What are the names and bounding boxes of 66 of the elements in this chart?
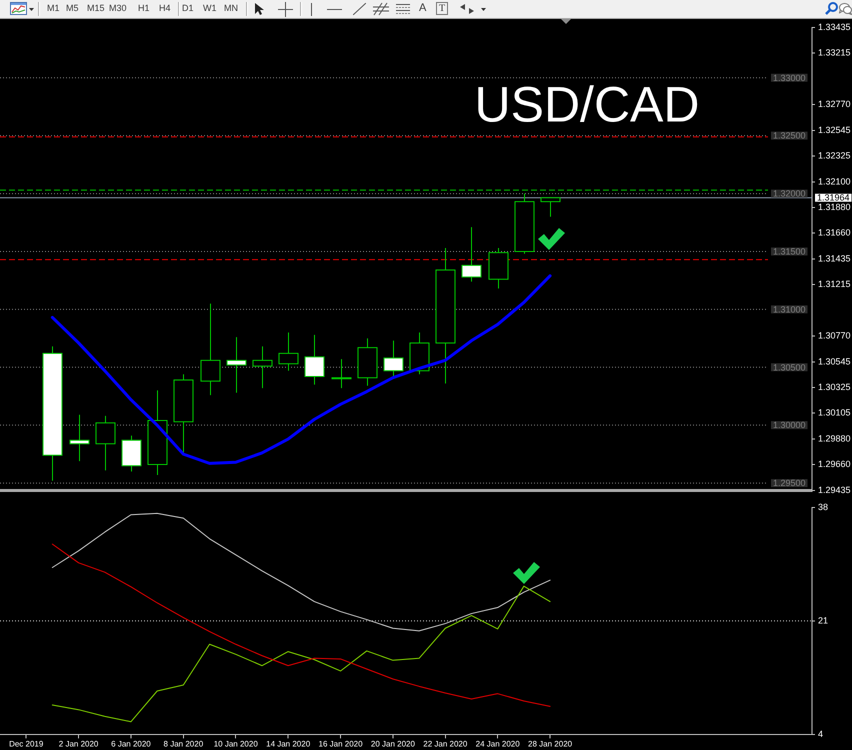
text-tool-label: T [436, 2, 448, 15]
timeframe-label: H4 [159, 3, 171, 14]
line-series [52, 586, 551, 722]
y-tick-label: 1.31435 [818, 253, 851, 264]
x-tick-label: 20 Jan 2020 [370, 739, 416, 748]
candlestick [304, 334, 324, 386]
candlestick [96, 415, 116, 471]
y-tick-label: 1.32545 [818, 124, 851, 135]
y-tick-label: 1.30325 [818, 382, 851, 392]
ref-line-label: 1.31000 [773, 304, 806, 314]
timeframe-label: MN [224, 3, 238, 14]
candlestick [278, 332, 298, 372]
candlestick [540, 196, 560, 218]
text-tool-label: A [419, 2, 426, 15]
y-tick-label: 38 [818, 502, 828, 512]
timeframe-label: M30 [109, 3, 127, 14]
x-tick-label: 28 Jan 2020 [528, 739, 573, 748]
y-tick-label: 1.30770 [818, 330, 851, 340]
timeframe-label: M1 [47, 3, 60, 14]
candlestick [252, 346, 272, 389]
y-tick-label: 1.29435 [818, 485, 851, 496]
ref-line-label: 1.32500 [773, 130, 806, 141]
y-tick-label: 1.32100 [818, 176, 851, 186]
y-tick-label: 1.30105 [818, 408, 851, 418]
line-series [50, 274, 552, 465]
x-tick-label: 10 Jan 2020 [214, 739, 258, 748]
y-tick-label: 1.32770 [818, 98, 851, 109]
x-tick-label: 2 Jan 2020 [58, 739, 99, 748]
ref-line-label: 1.32000 [773, 188, 806, 199]
timeframe-label: D1 [182, 3, 194, 14]
timeframe-label: M5 [66, 3, 79, 14]
x-tick-label: 22 Jan 2020 [423, 739, 468, 748]
ref-line-label: 1.30500 [773, 362, 806, 372]
x-tick-label: 8 Jan 2020 [164, 739, 204, 748]
y-tick-label: 1.33215 [818, 47, 851, 58]
line-series [52, 544, 551, 707]
candlestick [200, 303, 220, 396]
ref-line-label: 1.31500 [773, 246, 806, 256]
x-tick-label: Dec 2019 [9, 739, 44, 748]
x-tick-label: 14 Jan 2020 [266, 739, 311, 748]
timeframe-label: W1 [203, 3, 216, 14]
y-tick-label: 1.33435 [818, 22, 851, 32]
y-tick-label: 1.30545 [818, 356, 851, 367]
candlestick [462, 226, 482, 282]
x-tick-label: 6 Jan 2020 [111, 739, 152, 748]
ref-line-label: 1.31964 [817, 192, 850, 203]
ref-line-label: 1.29500 [773, 478, 806, 488]
y-tick-label: 1.29880 [818, 434, 851, 444]
y-tick-label: 21 [818, 615, 828, 626]
text: USD/CAD [474, 76, 700, 132]
y-tick-label: 1.31660 [818, 227, 851, 238]
y-tick-label: 4 [818, 728, 824, 739]
timeframe-label: M15 [87, 3, 105, 14]
ref-line-label: 1.33000 [773, 72, 806, 83]
candlestick [332, 358, 352, 389]
ref-line-label: 1.30000 [773, 420, 806, 430]
x-tick-label: 16 Jan 2020 [318, 739, 364, 748]
candlestick [384, 340, 404, 378]
y-tick-label: 1.32325 [818, 150, 851, 160]
candlestick [226, 336, 246, 394]
y-tick-label: 1.31880 [818, 202, 851, 212]
x-tick-label: 24 Jan 2020 [476, 739, 520, 748]
candlestick [70, 414, 90, 462]
y-tick-label: 1.31215 [818, 278, 851, 289]
y-tick-label: 1.29660 [818, 459, 851, 470]
timeframe-label: H1 [138, 3, 150, 14]
